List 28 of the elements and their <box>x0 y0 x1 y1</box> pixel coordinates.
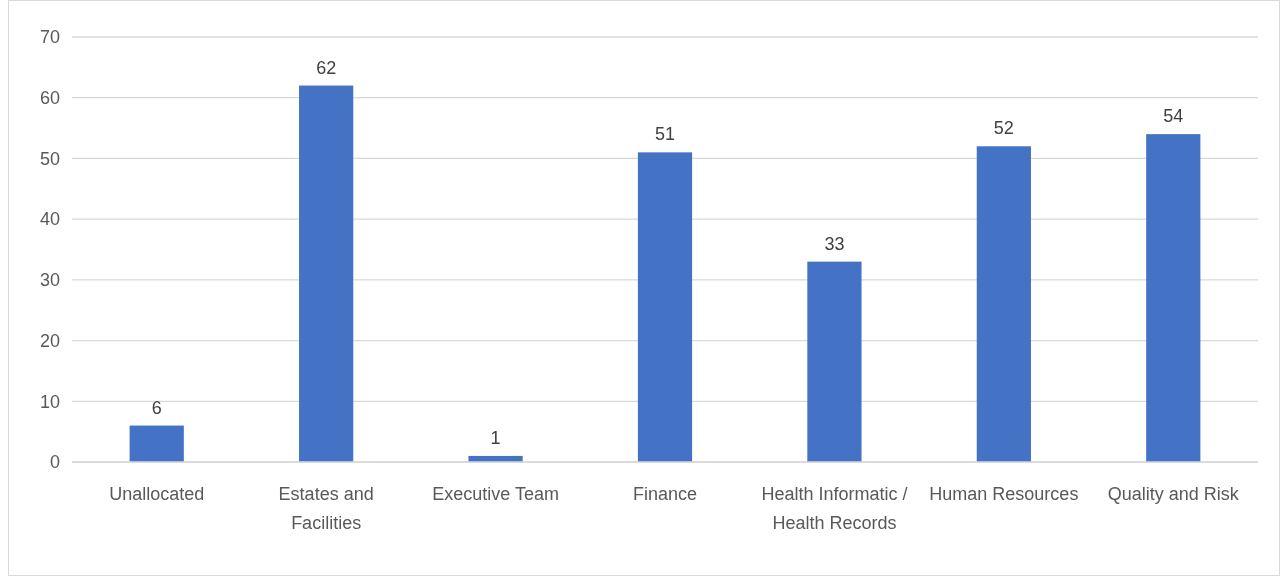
data-label: 52 <box>993 118 1014 139</box>
x-tick-label: Executive Team <box>432 484 559 504</box>
y-tick-label: 50 <box>39 148 60 169</box>
y-tick-label: 40 <box>39 209 60 230</box>
bar <box>976 146 1031 462</box>
y-tick-label: 0 <box>49 452 60 473</box>
x-tick-label: Health Informatic / Health Records <box>761 484 908 533</box>
data-label: 62 <box>316 57 337 78</box>
bar <box>1146 134 1201 462</box>
data-label: 51 <box>654 124 676 145</box>
data-label: 1 <box>490 427 501 448</box>
y-tick-label: 20 <box>39 330 60 351</box>
x-tick-label: Estates and Facilities <box>278 484 374 533</box>
x-tick-label: Finance <box>632 484 698 504</box>
x-tick-label: Human Resources <box>929 484 1079 504</box>
y-tick-label: 10 <box>39 391 60 412</box>
y-tick-label: 60 <box>39 87 60 108</box>
data-label: 33 <box>824 233 845 254</box>
y-tick-label: 70 <box>39 27 60 48</box>
data-label: 6 <box>151 397 162 418</box>
bar <box>637 152 693 462</box>
data-label: 54 <box>1163 106 1184 127</box>
bar <box>129 425 184 462</box>
y-tick-label: 30 <box>39 270 60 291</box>
x-tick-label: Quality and Risk <box>1107 484 1240 504</box>
x-tick-label: Unallocated <box>109 484 205 504</box>
bar <box>299 85 354 462</box>
bar <box>807 261 862 462</box>
